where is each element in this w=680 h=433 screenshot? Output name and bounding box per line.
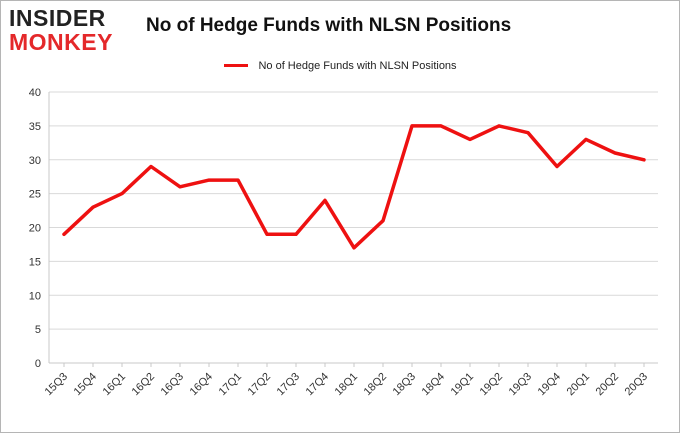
data-point [439, 124, 443, 128]
x-tick-label: 19Q1 [449, 371, 477, 399]
y-tick-label: 20 [29, 223, 41, 235]
x-tick-label: 16Q4 [188, 371, 216, 399]
y-tick-label: 35 [29, 121, 41, 133]
data-point [468, 137, 472, 141]
data-point [642, 158, 646, 162]
data-point [120, 192, 124, 196]
x-tick-label: 18Q1 [333, 371, 361, 399]
x-tick-label: 20Q2 [594, 371, 622, 399]
data-point [91, 205, 95, 209]
x-tick-label: 18Q4 [420, 371, 448, 399]
legend-label: No of Hedge Funds with NLSN Positions [258, 59, 457, 72]
x-tick-label: 17Q2 [246, 371, 274, 399]
data-point [584, 137, 588, 141]
data-point [62, 232, 66, 236]
y-tick-label: 0 [35, 358, 41, 370]
data-point [381, 219, 385, 223]
data-point [410, 124, 414, 128]
x-tick-label: 18Q3 [391, 371, 419, 399]
y-tick-label: 25 [29, 189, 41, 201]
legend-swatch [224, 64, 248, 68]
y-tick-label: 10 [29, 290, 41, 302]
x-tick-label: 20Q1 [565, 371, 593, 399]
y-tick-label: 5 [35, 324, 41, 336]
data-point [265, 232, 269, 236]
data-point [294, 232, 298, 236]
x-tick-label: 16Q1 [101, 371, 129, 399]
data-point [555, 165, 559, 169]
data-point [526, 131, 530, 135]
logo-line-2: MONKEY [9, 29, 113, 55]
x-tick-label: 15Q4 [72, 371, 100, 399]
x-tick-label: 17Q3 [275, 371, 303, 399]
y-tick-label: 40 [29, 87, 41, 99]
data-point [178, 185, 182, 189]
chart-title: No of Hedge Funds with NLSN Positions [146, 15, 512, 36]
x-tick-label: 17Q4 [304, 371, 332, 399]
x-tick-label: 19Q3 [507, 371, 535, 399]
x-tick-label: 18Q2 [362, 371, 390, 399]
series-line [62, 124, 646, 250]
x-tick-label: 19Q4 [536, 371, 564, 399]
data-point [323, 198, 327, 202]
x-tick-label: 17Q1 [217, 371, 245, 399]
data-point [352, 246, 356, 250]
x-tick-label: 20Q3 [623, 371, 651, 399]
data-point [613, 151, 617, 155]
x-tick-label: 16Q2 [130, 371, 158, 399]
x-tick-label: 16Q3 [159, 371, 187, 399]
data-point [207, 178, 211, 182]
data-point [497, 124, 501, 128]
chart-legend: No of Hedge Funds with NLSN Positions [224, 57, 457, 72]
y-tick-label: 30 [29, 155, 41, 167]
insider-monkey-logo: INSIDER MONKEY [9, 7, 113, 54]
y-tick-label: 15 [29, 256, 41, 268]
x-tick-label: 15Q3 [43, 371, 71, 399]
logo-line-1: INSIDER [9, 5, 106, 31]
data-point [236, 178, 240, 182]
x-tick-label: 19Q2 [478, 371, 506, 399]
data-point [149, 165, 153, 169]
